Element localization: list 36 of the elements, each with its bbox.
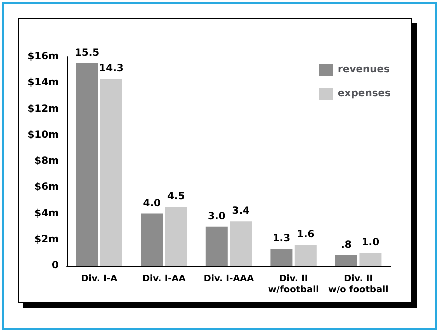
x-tick-label: Div. I-AAA (204, 274, 254, 284)
bar (336, 256, 358, 266)
x-tick-label: Div. II w/o football (328, 274, 389, 296)
y-tick-label: $4m (34, 208, 59, 220)
x-tick-label: Div. I-AA (142, 274, 186, 284)
y-tick-label: $16m (28, 52, 59, 62)
bar (270, 249, 293, 266)
data-label: 15.5 (74, 48, 100, 60)
data-label: .8 (341, 240, 352, 252)
x-tick-label: Div. I-A (81, 274, 118, 284)
y-tick-label: $14m (28, 78, 59, 89)
bar (360, 252, 382, 266)
bar (141, 214, 164, 266)
legend-label: expenses (338, 88, 392, 100)
bar (294, 245, 317, 266)
legend-label: revenues (338, 64, 390, 76)
data-label: 4.0 (143, 198, 161, 210)
y-tick-label: $10m (28, 130, 59, 141)
y-tick-label: $2m (34, 234, 59, 246)
bar (76, 64, 98, 266)
y-tick-label: $12m (28, 104, 59, 115)
bar (206, 226, 228, 266)
y-tick-label: 0 (52, 260, 60, 272)
y-tick-label: $8m (34, 156, 59, 167)
data-label: 14.3 (99, 64, 124, 75)
y-tick-label: $6m (34, 182, 59, 194)
bar (230, 222, 252, 266)
data-label: 3.4 (232, 206, 250, 218)
bar (165, 207, 188, 266)
data-label: 3.0 (208, 211, 226, 222)
data-label: 4.5 (167, 192, 186, 203)
bar (100, 79, 122, 266)
data-label: 1.6 (297, 230, 315, 241)
x-tick-label: Div. II w/football (268, 274, 320, 296)
data-label: 1.3 (272, 234, 291, 245)
data-label: 1.0 (362, 237, 380, 248)
